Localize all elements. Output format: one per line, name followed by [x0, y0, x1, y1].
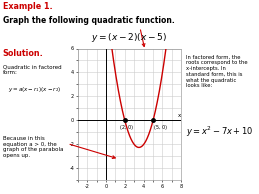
Text: Because in this
equation a > 0, the
graph of the parabola
opens up.: Because in this equation a > 0, the grap…: [3, 136, 63, 158]
Text: Quadratic in factored
form:: Quadratic in factored form:: [3, 64, 61, 75]
Text: In factored form, the
roots correspond to the
x-intercepts. In
standard form, th: In factored form, the roots correspond t…: [186, 54, 248, 88]
Text: (5, 0): (5, 0): [154, 125, 167, 130]
Text: $y=(x-2)(x-5)$: $y=(x-2)(x-5)$: [91, 31, 168, 44]
Text: Example 1.: Example 1.: [3, 2, 52, 11]
Text: Graph the following quadratic function.: Graph the following quadratic function.: [3, 16, 174, 24]
Text: Solution.: Solution.: [3, 48, 43, 57]
Text: $y=x^2-7x+10$: $y=x^2-7x+10$: [186, 124, 254, 139]
Text: x: x: [178, 113, 181, 118]
Text: (2, 0): (2, 0): [120, 125, 133, 130]
Text: $y=a(x-r_1)(x-r_2)$: $y=a(x-r_1)(x-r_2)$: [8, 85, 61, 94]
